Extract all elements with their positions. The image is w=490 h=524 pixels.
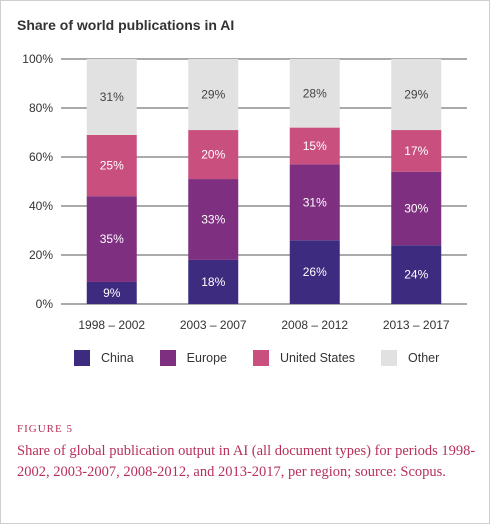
legend-label: United States	[279, 351, 356, 365]
y-tick-label: 40%	[29, 199, 53, 213]
data-label: 29%	[404, 88, 428, 102]
data-label: 15%	[303, 139, 327, 153]
y-tick-label: 0%	[36, 297, 54, 311]
chart-legend: China Europe United States Other	[74, 350, 465, 366]
data-label: 20%	[201, 148, 225, 162]
bar-segment-europe	[188, 179, 239, 260]
data-label: 18%	[201, 275, 225, 289]
legend-swatch	[74, 350, 90, 366]
x-tick-label: 2003 – 2007	[180, 318, 247, 332]
bar-segment-other	[391, 59, 442, 131]
x-tick-label: 2008 – 2012	[281, 318, 348, 332]
data-label: 28%	[303, 86, 327, 100]
legend-item: China	[74, 350, 134, 366]
data-label: 25%	[100, 159, 124, 173]
bar-segment-united-states	[188, 130, 239, 180]
legend-label: China	[101, 351, 134, 365]
data-label: 26%	[303, 265, 327, 279]
stacked-bar-chart: 0% 20% 40% 60% 80% 100% 9% 35% 25% 31% 1998 – 2002…	[22, 52, 467, 332]
data-label: 33%	[201, 212, 225, 226]
y-tick-label: 100%	[22, 52, 53, 66]
bar-segment-united-states	[391, 130, 442, 172]
bar-segment-europe	[391, 171, 442, 246]
figure-caption: FIGURE 5 Share of global publication out…	[17, 423, 477, 483]
data-label: 35%	[100, 232, 124, 246]
y-tick-label: 80%	[29, 101, 53, 115]
legend-item: Other	[381, 350, 439, 366]
legend-swatch	[381, 350, 398, 366]
bar-segment-china	[86, 281, 137, 304]
bar-segment-united-states	[289, 127, 340, 165]
legend-item: United States	[252, 350, 356, 366]
legend-swatch	[159, 350, 176, 366]
data-label: 17%	[404, 144, 428, 158]
bar-segment-europe	[289, 164, 340, 241]
bar-segment-united-states	[86, 134, 137, 197]
y-tick-label: 20%	[29, 248, 53, 262]
legend-label: Europe	[186, 351, 227, 365]
bar-segment-other	[289, 59, 340, 128]
legend-label: Other	[408, 351, 440, 365]
bar-segment-china	[289, 240, 340, 304]
bar-segment-europe	[86, 196, 137, 282]
bar-segment-other	[188, 59, 239, 131]
bar-segment-china	[391, 245, 442, 304]
data-label: 30%	[404, 201, 428, 215]
caption-text: Share of global publication output in AI…	[17, 443, 476, 480]
x-tick-label: 2013 – 2017	[383, 318, 450, 332]
y-tick-label: 60%	[29, 150, 53, 164]
data-label: 9%	[103, 286, 121, 300]
legend-swatch	[252, 350, 269, 366]
data-label: 31%	[303, 195, 327, 209]
figure-label: FIGURE 5	[17, 423, 73, 435]
bar-segment-other	[86, 59, 137, 135]
data-label: 29%	[201, 88, 225, 102]
chart-title: Share of world publications in AI	[17, 17, 235, 33]
legend-item: Europe	[159, 350, 227, 366]
x-tick-label: 1998 – 2002	[78, 318, 145, 332]
data-label: 24%	[404, 268, 428, 282]
bar-segment-china	[188, 259, 239, 304]
data-label: 31%	[100, 90, 124, 104]
